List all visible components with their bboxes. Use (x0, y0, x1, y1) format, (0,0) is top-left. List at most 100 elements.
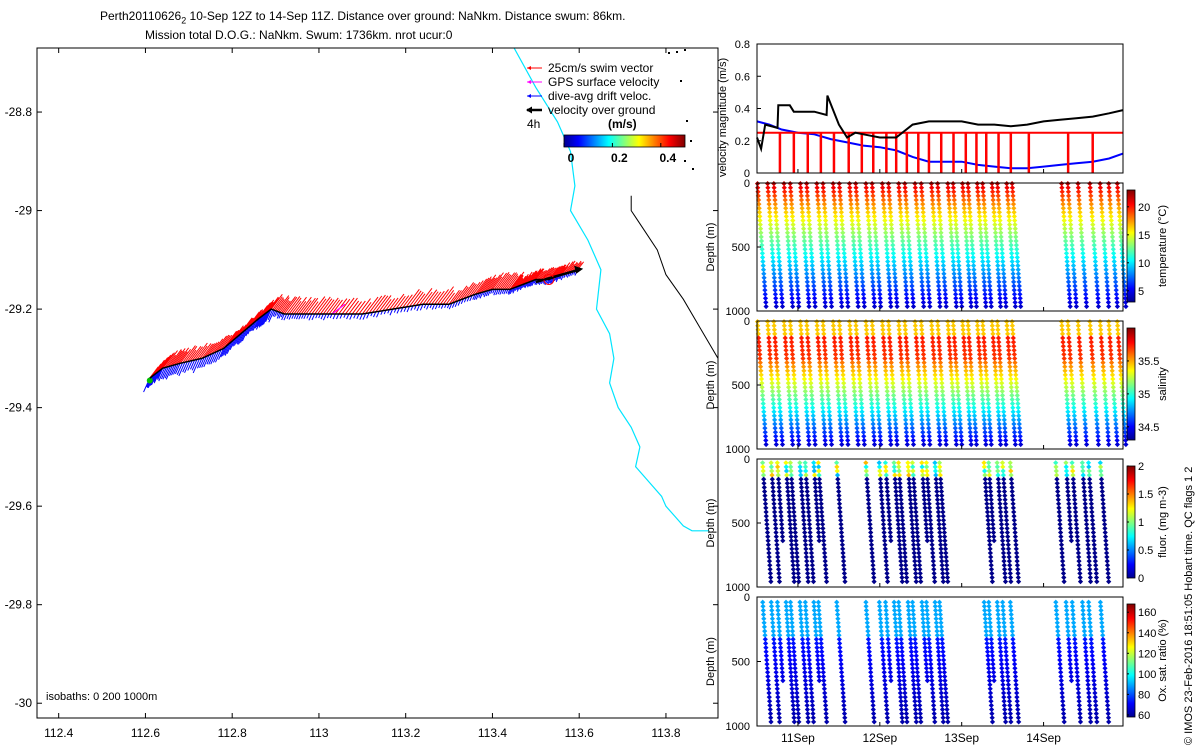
salinity-section-point (923, 384, 929, 390)
oxygen-section-colorbar-tick-label: 120 (1138, 648, 1156, 660)
temperature-section-point (978, 238, 984, 244)
salinity-section-point (784, 360, 790, 366)
temperature-section-point (791, 242, 798, 248)
oxygen-section-point (775, 698, 781, 704)
fluorescence-section-point (884, 570, 890, 576)
fluorescence-section-point (1103, 538, 1109, 544)
temperature-section-point (757, 217, 763, 224)
temperature-section-point (973, 299, 979, 305)
salinity-section-point (994, 396, 1001, 403)
fluorescence-section-point (817, 484, 823, 490)
fluorescence-section-point (884, 488, 890, 495)
temperature-section-point (1065, 279, 1072, 285)
oxygen-section-point (807, 669, 813, 675)
salinity-section-point (769, 376, 775, 382)
salinity-section-point (971, 405, 977, 411)
temperature-section-point (1008, 238, 1014, 244)
salinity-section-point (1067, 351, 1073, 357)
oxygen-section-point (997, 636, 1003, 642)
fluorescence-section-point (903, 570, 909, 576)
temperature-section-point (873, 242, 879, 248)
salinity-section-point (768, 368, 774, 374)
temperature-section-point (1095, 299, 1101, 305)
salinity-section-point (1000, 405, 1006, 411)
temperature-section-point (929, 185, 935, 191)
salinity-section-point (853, 409, 859, 415)
salinity-section-point (953, 441, 959, 448)
swim-vector (173, 351, 185, 366)
salinity-section-point (793, 396, 799, 403)
fluorescence-section-point (923, 521, 929, 527)
salinity-section-point (773, 347, 779, 353)
salinity-section-point (854, 335, 860, 341)
salinity-section-point (955, 384, 961, 390)
salinity-section-point (771, 319, 777, 325)
salinity-section-point (904, 347, 910, 353)
temperature-section-point (902, 185, 908, 191)
fluorescence-section-point (913, 505, 919, 511)
swim-vector (250, 309, 263, 326)
fluorescence-section-point (791, 517, 798, 523)
temperature-section-point (1097, 181, 1103, 187)
oxygen-section-point (808, 682, 814, 688)
oxygen-section-point (1101, 649, 1107, 655)
salinity-section-point (824, 372, 830, 378)
temperature-section-point (766, 197, 772, 203)
drift-vector (223, 343, 230, 355)
fluorescence-section-point (929, 546, 935, 552)
temperature-section-point (761, 275, 767, 281)
swim-vector (368, 295, 383, 314)
salinity-section-colorbar-label: salinity (1157, 367, 1169, 401)
swim-vector (358, 298, 371, 315)
temperature-section-point (806, 299, 812, 305)
salinity-section-point (848, 343, 854, 349)
salinity-section-point (1063, 384, 1069, 390)
fluorescence-section-point (930, 558, 936, 564)
temperature-section-point (807, 226, 813, 232)
temperature-section-point (932, 230, 938, 236)
salinity-section-point (878, 441, 884, 448)
salinity-section-point (951, 405, 957, 411)
temperature-section-point (1010, 193, 1016, 199)
oxygen-section-point (998, 649, 1004, 655)
temperature-section-point (810, 275, 816, 281)
oxygen-section-point (1086, 694, 1092, 700)
fluorescence-section-point (823, 566, 829, 572)
oxygen-section-point (775, 603, 781, 609)
salinity-section-point (855, 351, 861, 357)
drift-vector (174, 363, 181, 375)
temperature-section-point (1061, 209, 1067, 215)
salinity-section-point (1113, 429, 1120, 435)
salinity-section-point (975, 335, 981, 341)
oxygen-section-point (998, 657, 1004, 663)
swim-vector (482, 274, 497, 293)
oxygen-section-point (820, 661, 826, 667)
fluorescence-section-point (770, 493, 776, 499)
fluorescence-section-point (984, 505, 990, 511)
drift-vector (157, 368, 164, 380)
salinity-section-point (812, 441, 818, 448)
oxygen-section-point (767, 711, 774, 717)
salinity-section-point (965, 323, 971, 329)
fluorescence-section-point (778, 517, 784, 523)
oxygen-section-point (812, 624, 819, 630)
oxygen-section-point (914, 657, 920, 663)
salinity-section-point (834, 376, 840, 382)
fluorescence-section-point (1001, 488, 1008, 495)
salinity-section-point (1123, 441, 1129, 448)
fluorescence-section-point (895, 460, 902, 466)
temperature-section-point (827, 283, 833, 289)
oxygen-section-point (772, 653, 778, 659)
oxygen-section-point (790, 702, 796, 708)
fluorescence-section-point (866, 509, 872, 515)
fluorescence-section-point (791, 574, 797, 581)
swim-vector (175, 347, 190, 365)
oxygen-section-point (899, 715, 905, 721)
temperature-section-point (1011, 287, 1017, 293)
temperature-section-point (902, 189, 908, 195)
salinity-section-point (760, 405, 767, 411)
fluorescence-section-point (936, 517, 942, 523)
salinity-section-point (1098, 335, 1104, 341)
salinity-section-point (974, 319, 980, 325)
oxygen-section-point (1066, 649, 1073, 655)
